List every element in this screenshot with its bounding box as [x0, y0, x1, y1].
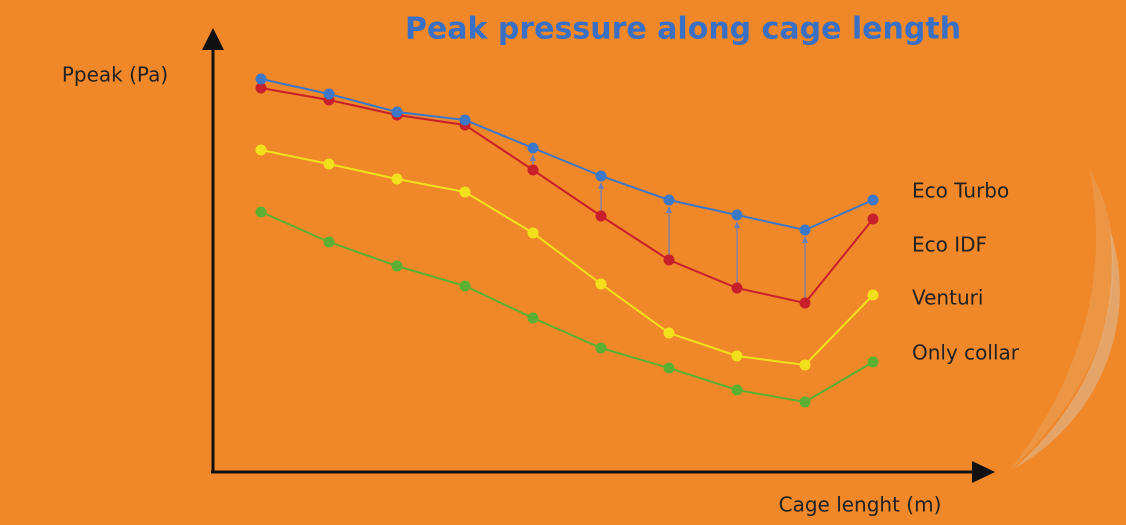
data-point — [732, 283, 743, 294]
data-point — [392, 261, 403, 272]
data-point — [528, 143, 539, 154]
data-point — [392, 107, 403, 118]
data-point — [664, 328, 675, 339]
legend-label: Eco IDF — [912, 233, 987, 257]
data-point — [868, 195, 879, 206]
data-point — [460, 187, 471, 198]
data-point — [324, 237, 335, 248]
data-point — [596, 171, 607, 182]
data-point — [664, 363, 675, 374]
data-point — [392, 174, 403, 185]
legend-label: Eco Turbo — [912, 179, 1009, 203]
data-point — [256, 207, 267, 218]
data-point — [732, 210, 743, 221]
data-point — [256, 145, 267, 156]
data-point — [664, 195, 675, 206]
data-point — [596, 211, 607, 222]
data-point — [800, 360, 811, 371]
data-point — [460, 115, 471, 126]
data-point — [800, 225, 811, 236]
data-point — [528, 165, 539, 176]
chart-title: Peak pressure along cage length — [405, 12, 961, 47]
chart: Peak pressure along cage length Ppeak (P… — [0, 0, 1126, 525]
data-point — [868, 357, 879, 368]
y-axis-label: Ppeak (Pa) — [62, 63, 168, 87]
data-point — [256, 74, 267, 85]
legend-label: Only collar — [912, 341, 1020, 365]
data-point — [732, 385, 743, 396]
data-point — [868, 214, 879, 225]
legend-label: Venturi — [912, 286, 983, 310]
data-point — [664, 255, 675, 266]
data-point — [528, 313, 539, 324]
data-point — [324, 159, 335, 170]
data-point — [800, 298, 811, 309]
data-point — [596, 279, 607, 290]
data-point — [528, 228, 539, 239]
background — [0, 0, 1126, 525]
data-point — [596, 343, 607, 354]
data-point — [868, 290, 879, 301]
data-point — [460, 281, 471, 292]
data-point — [324, 89, 335, 100]
x-axis-label: Cage lenght (m) — [779, 493, 942, 517]
data-point — [732, 351, 743, 362]
data-point — [800, 397, 811, 408]
